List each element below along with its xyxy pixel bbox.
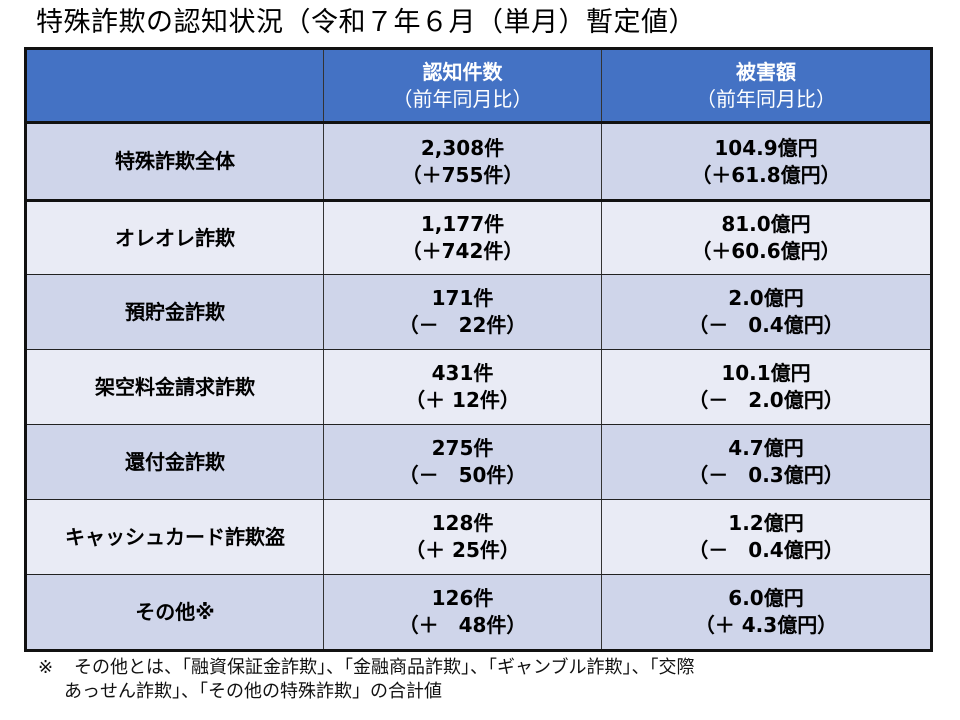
damage-change: （－ 0.3億円） <box>688 463 844 487</box>
count-value: 128件 <box>431 511 494 535</box>
row-count: 275件 （－ 50件） <box>324 425 602 499</box>
count-value: 126件 <box>431 586 494 610</box>
count-change: （＋742件） <box>401 239 524 263</box>
header-count-sub: （前年同月比） <box>392 86 533 111</box>
count-change: （－ 50件） <box>398 463 527 487</box>
row-damage: 2.0億円 （－ 0.4億円） <box>602 275 930 349</box>
row-category: 特殊詐欺全体 <box>27 124 324 199</box>
damage-value: 104.9億円 <box>714 135 818 160</box>
footnote-text-line2: あっせん詐欺」、「その他の特殊詐欺」の合計値 <box>64 681 442 702</box>
row-damage: 1.2億円 （－ 0.4億円） <box>602 500 930 574</box>
count-change: （＋ 48件） <box>398 613 527 637</box>
damage-value: 4.7億円 <box>728 436 804 460</box>
fraud-statistics-table: 認知件数 （前年同月比） 被害額 （前年同月比） 特殊詐欺全体 2,308件 （… <box>24 47 933 652</box>
damage-value: 81.0億円 <box>721 212 811 236</box>
row-category: 架空料金請求詐欺 <box>27 350 324 424</box>
damage-change: （－ 2.0億円） <box>688 388 844 412</box>
row-count: 1,177件 （＋742件） <box>324 202 602 274</box>
header-damage-label: 被害額 <box>736 59 796 84</box>
table-row: 特殊詐欺全体 2,308件 （＋755件） 104.9億円 （＋61.8億円） <box>27 124 930 199</box>
count-value: 275件 <box>431 436 494 460</box>
row-damage: 104.9億円 （＋61.8億円） <box>602 124 930 199</box>
damage-value: 10.1億円 <box>721 361 811 385</box>
row-count: 128件 （＋ 25件） <box>324 500 602 574</box>
table-row: その他※ 126件 （＋ 48件） 6.0億円 （＋ 4.3億円） <box>27 574 930 649</box>
page-title: 特殊詐欺の認知状況（令和７年６月（単月）暫定値） <box>36 7 696 38</box>
row-category: キャッシュカード詐欺盗 <box>27 500 324 574</box>
header-category <box>27 50 324 121</box>
damage-change: （＋60.6億円） <box>691 239 841 263</box>
damage-change: （－ 0.4億円） <box>688 538 844 562</box>
damage-value: 1.2億円 <box>728 511 804 535</box>
row-damage: 81.0億円 （＋60.6億円） <box>602 202 930 274</box>
table-row: 預貯金詐欺 171件 （－ 22件） 2.0億円 （－ 0.4億円） <box>27 274 930 349</box>
row-count: 171件 （－ 22件） <box>324 275 602 349</box>
damage-value: 2.0億円 <box>728 286 804 310</box>
footnote-text-line1: その他とは、「融資保証金詐欺」、「金融商品詐欺」、「ギャンブル詐欺」、「交際 <box>74 657 695 678</box>
table-row: オレオレ詐欺 1,177件 （＋742件） 81.0億円 （＋60.6億円） <box>27 199 930 274</box>
row-damage: 10.1億円 （－ 2.0億円） <box>602 350 930 424</box>
count-change: （＋ 25件） <box>405 538 520 562</box>
count-value: 1,177件 <box>420 212 505 236</box>
row-count: 2,308件 （＋755件） <box>324 124 602 199</box>
count-change: （＋755件） <box>401 162 524 187</box>
table-row: 還付金詐欺 275件 （－ 50件） 4.7億円 （－ 0.3億円） <box>27 424 930 499</box>
table-row: 架空料金請求詐欺 431件 （＋ 12件） 10.1億円 （－ 2.0億円） <box>27 349 930 424</box>
damage-value: 6.0億円 <box>728 586 804 610</box>
header-count-label: 認知件数 <box>422 59 503 84</box>
footnote-mark: ※ <box>38 657 54 678</box>
damage-change: （＋ 4.3億円） <box>694 613 838 637</box>
row-category: 還付金詐欺 <box>27 425 324 499</box>
table-row: キャッシュカード詐欺盗 128件 （＋ 25件） 1.2億円 （－ 0.4億円） <box>27 499 930 574</box>
row-category: オレオレ詐欺 <box>27 202 324 274</box>
row-damage: 4.7億円 （－ 0.3億円） <box>602 425 930 499</box>
count-change: （＋ 12件） <box>405 388 520 412</box>
damage-change: （＋61.8億円） <box>691 162 841 187</box>
row-count: 126件 （＋ 48件） <box>324 575 602 649</box>
row-count: 431件 （＋ 12件） <box>324 350 602 424</box>
header-damage: 被害額 （前年同月比） <box>602 50 930 121</box>
count-change: （－ 22件） <box>398 313 527 337</box>
count-value: 431件 <box>431 361 494 385</box>
damage-change: （－ 0.4億円） <box>688 313 844 337</box>
header-count: 認知件数 （前年同月比） <box>324 50 602 121</box>
row-damage: 6.0億円 （＋ 4.3億円） <box>602 575 930 649</box>
footnote: ※ その他とは、「融資保証金詐欺」、「金融商品詐欺」、「ギャンブル詐欺」、「交際 … <box>38 656 694 704</box>
header-damage-sub: （前年同月比） <box>696 86 836 111</box>
count-value: 2,308件 <box>420 135 505 160</box>
table-header-row: 認知件数 （前年同月比） 被害額 （前年同月比） <box>27 50 930 124</box>
count-value: 171件 <box>431 286 494 310</box>
row-category: その他※ <box>27 575 324 649</box>
row-category: 預貯金詐欺 <box>27 275 324 349</box>
